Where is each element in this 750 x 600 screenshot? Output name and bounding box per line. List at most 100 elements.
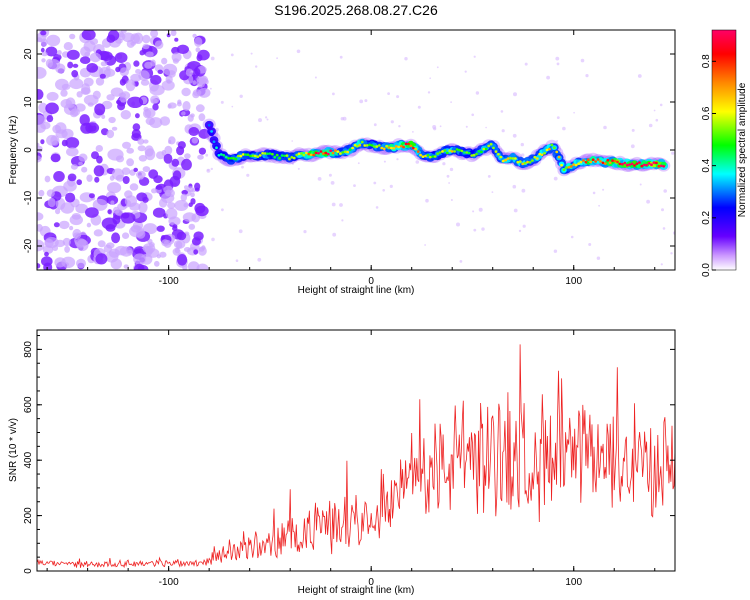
ridge-cell: [227, 157, 231, 160]
ridge-cell: [353, 143, 357, 147]
noise-blob: [195, 47, 201, 53]
faint-dot: [332, 232, 337, 237]
ridge-cell: [569, 165, 573, 168]
faint-dot: [353, 184, 356, 188]
ridge-cell: [548, 147, 551, 151]
noise-blob: [57, 50, 62, 56]
noise-blob: [192, 80, 197, 85]
noise-blob: [115, 174, 125, 182]
noise-blob: [190, 198, 196, 205]
ridge-cell: [312, 153, 316, 157]
noise-blob: [144, 61, 153, 69]
y-tick-label: 10: [23, 96, 34, 108]
noise-blob: [165, 75, 173, 84]
faint-dot: [473, 55, 476, 58]
faint-dot: [653, 109, 656, 112]
noise-blob: [133, 32, 144, 44]
ridge-cell: [363, 144, 367, 147]
ridge-cell: [453, 150, 456, 153]
noise-blob: [135, 69, 142, 74]
faint-dot: [231, 105, 234, 108]
noise-blob: [88, 193, 95, 199]
noise-blob: [181, 190, 188, 195]
noise-blob: [37, 145, 43, 153]
ridge-cell: [300, 152, 303, 155]
ridge-cell: [480, 150, 483, 154]
ridge-cell: [652, 161, 656, 164]
noise-blob: [197, 87, 211, 98]
faint-dot: [432, 125, 437, 129]
noise-blob: [41, 51, 48, 57]
noise-blob: [50, 153, 61, 163]
noise-blob: [108, 116, 116, 124]
noise-blob: [114, 52, 128, 63]
noise-blob: [161, 235, 166, 240]
noise-blob: [182, 101, 191, 111]
noise-blob: [65, 192, 76, 203]
faint-dot: [241, 165, 244, 169]
ridge-cell: [579, 160, 583, 164]
noise-blob: [163, 185, 174, 194]
noise-blob: [47, 197, 56, 208]
noise-blob: [85, 122, 100, 134]
colorbar-tick-label: 0.6: [701, 106, 712, 120]
faint-dot: [471, 113, 475, 117]
ridge-cell: [222, 153, 226, 157]
faint-dot: [520, 142, 524, 147]
faint-dot: [215, 127, 219, 132]
noise-blob: [45, 46, 58, 57]
noise-blob: [137, 174, 144, 180]
faint-dot: [396, 95, 400, 99]
faint-dot: [359, 99, 364, 104]
noise-blob: [174, 200, 189, 211]
ridge-cell: [523, 161, 527, 165]
noise-blob: [79, 114, 90, 126]
ridge-cell: [346, 150, 350, 154]
ridge-cell: [326, 152, 330, 156]
noise-blob: [132, 123, 141, 131]
y-tick-label: -10: [23, 190, 34, 205]
faint-dot: [524, 62, 528, 66]
faint-dot: [663, 189, 667, 193]
noise-blob: [95, 77, 105, 86]
noise-blob: [126, 249, 133, 255]
faint-dot: [573, 111, 575, 114]
noise-blob: [86, 63, 98, 73]
ridge-cell: [424, 154, 427, 158]
faint-dot: [585, 74, 589, 78]
noise-blob: [180, 193, 187, 202]
noise-blob: [188, 127, 200, 136]
noise-blob: [154, 40, 164, 49]
ridge-cell: [443, 149, 447, 152]
spectrogram-y-label: Frequency (Hz): [8, 116, 19, 185]
noise-blob: [40, 38, 48, 47]
noise-blob: [114, 245, 128, 256]
noise-blob: [159, 116, 171, 126]
ridge-cell: [584, 160, 588, 164]
ridge-cell: [334, 149, 337, 152]
ridge-cell: [494, 150, 498, 153]
noise-blob: [89, 52, 101, 63]
noise-blob: [76, 91, 83, 98]
faint-dot: [429, 77, 432, 79]
ridge-cell: [382, 147, 386, 151]
noise-blob: [76, 258, 86, 269]
ridge-cell: [638, 161, 641, 164]
noise-blob: [44, 251, 49, 257]
noise-blob: [72, 63, 79, 68]
noise-blob: [120, 110, 131, 120]
ridge-cell: [657, 164, 661, 168]
ridge-cell: [574, 163, 578, 167]
noise-blob: [60, 89, 68, 97]
ridge-cell: [472, 153, 476, 157]
faint-dot: [317, 177, 322, 181]
ridge-cell: [540, 153, 544, 157]
ridge-cell: [557, 155, 561, 159]
faint-dot: [330, 181, 335, 185]
faint-dot: [570, 235, 574, 239]
faint-dot: [465, 125, 468, 128]
noise-blob: [80, 46, 91, 57]
noise-blob: [196, 263, 209, 270]
noise-blob: [142, 166, 151, 173]
ridge-cell: [565, 166, 568, 169]
